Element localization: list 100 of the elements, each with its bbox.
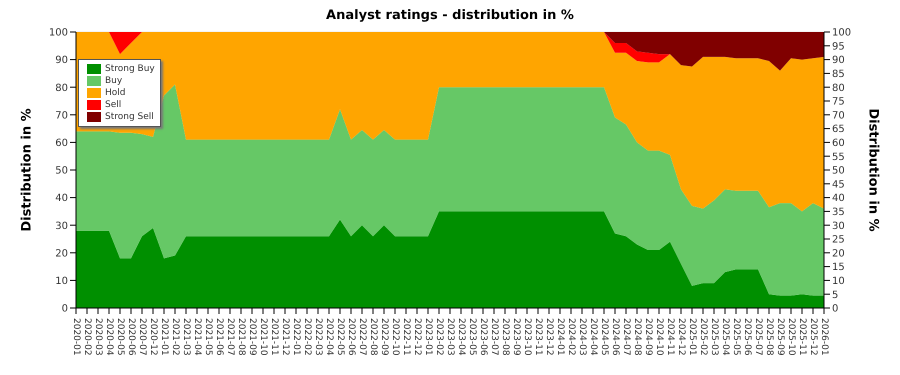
x-tick-label: 2023-05: [467, 318, 477, 356]
x-tick-label: 2021-12: [280, 318, 290, 356]
y2-tick-label: 85: [832, 68, 845, 80]
x-tick-label: 2020-05: [115, 318, 125, 356]
x-tick-label: 2025-03: [709, 318, 719, 356]
x-tick-label: 2024-07: [621, 318, 631, 356]
x-tick-label: 2024-04: [588, 318, 598, 356]
x-tick-label: 2023-03: [445, 318, 455, 356]
x-tick-label: 2020-06: [126, 318, 136, 356]
x-tick-label: 2025-07: [753, 318, 763, 356]
x-tick-label: 2024-11: [665, 318, 675, 356]
x-tick-label: 2023-01: [423, 318, 433, 356]
x-tick-label: 2021-08: [236, 318, 246, 356]
y2-tick-label: 40: [832, 193, 845, 204]
x-tick-label: 2021-09: [247, 318, 257, 356]
y-tick-label: 30: [55, 220, 68, 232]
x-tick-label: 2021-07: [225, 318, 235, 356]
x-tick-label: 2023-08: [500, 318, 510, 356]
y-tick-label: 60: [55, 138, 68, 149]
x-tick-label: 2021-06: [214, 318, 224, 356]
x-tick-label: 2022-05: [335, 318, 345, 356]
y2-tick-label: 45: [832, 179, 845, 190]
y-tick-label: 50: [55, 166, 68, 177]
x-tick-label: 2025-12: [808, 318, 818, 356]
x-tick-label: 2021-04: [192, 318, 202, 356]
x-tick-label: 2025-08: [764, 318, 774, 356]
y2-tick-label: 35: [832, 206, 845, 218]
y2-tick-label: 55: [832, 152, 845, 163]
legend-label: Buy: [105, 75, 122, 87]
x-tick-label: 2021-05: [203, 318, 213, 356]
y2-tick-label: 100: [832, 28, 852, 39]
y2-tick-label: 5: [832, 290, 838, 301]
x-tick-label: 2022-04: [324, 318, 334, 356]
y-tick-label: 70: [55, 110, 68, 122]
x-tick-label: 2024-08: [632, 318, 642, 356]
y2-tick-label: 30: [832, 220, 845, 232]
x-tick-label: 2024-02: [566, 318, 576, 356]
y2-tick-label: 15: [832, 262, 845, 274]
y-tick-label: 20: [55, 248, 68, 260]
y2-tick-label: 80: [832, 82, 845, 94]
y2-tick-label: 90: [832, 55, 845, 66]
x-tick-label: 2024-03: [577, 318, 587, 356]
x-tick-label: 2024-05: [599, 318, 609, 356]
x-tick-label: 2023-02: [434, 318, 444, 356]
y-tick-label: 80: [55, 82, 68, 94]
x-tick-label: 2022-09: [379, 318, 389, 356]
y2-tick-label: 25: [832, 234, 845, 246]
x-tick-label: 2022-01: [291, 318, 301, 356]
x-tick-label: 2024-09: [643, 318, 653, 356]
legend-label: Strong Buy: [105, 63, 155, 75]
x-tick-label: 2022-11: [401, 318, 411, 356]
y2-axis-title: Distribution in %: [865, 108, 880, 232]
x-tick-label: 2020-07: [137, 318, 147, 356]
x-tick-label: 2021-02: [170, 318, 180, 356]
x-tick-label: 2023-07: [489, 318, 499, 356]
series-label: Hold: [105, 87, 126, 99]
x-tick-label: 2020-12: [148, 318, 158, 356]
y-tick-label: 0: [62, 304, 68, 315]
series-label: Sell: [105, 99, 122, 111]
x-tick-label: 2020-03: [93, 318, 103, 356]
y2-tick-label: 70: [832, 110, 845, 122]
y2-tick-label: 60: [832, 138, 845, 149]
x-tick-label: 2023-11: [533, 318, 543, 356]
x-tick-label: 2022-02: [302, 318, 312, 356]
x-tick-label: 2025-05: [731, 318, 741, 356]
y-tick-label: 100: [48, 28, 68, 39]
y2-tick-label: 20: [832, 248, 845, 260]
x-tick-label: 2025-11: [797, 318, 807, 356]
x-tick-label: 2024-06: [610, 318, 620, 356]
x-tick-label: 2022-03: [313, 318, 323, 356]
x-tick-label: 2023-10: [522, 318, 532, 356]
x-tick-label: 2025-04: [720, 318, 730, 356]
x-tick-label: 2024-10: [654, 318, 664, 356]
legend-label: Strong Sell: [105, 111, 154, 123]
x-tick-label: 2025-06: [742, 318, 752, 356]
y-tick-label: 10: [55, 276, 68, 287]
x-tick-label: 2022-06: [346, 318, 356, 356]
y2-tick-label: 75: [832, 96, 845, 108]
y-axis-title: Distribution in %: [20, 108, 35, 232]
y-tick-label: 90: [55, 55, 68, 66]
x-tick-label: 2020-04: [104, 318, 114, 356]
x-tick-label: 2025-10: [786, 318, 796, 356]
x-tick-label: 2022-08: [368, 318, 378, 356]
x-tick-label: 2022-07: [357, 318, 367, 356]
x-tick-label: 2026-01: [819, 318, 829, 356]
x-tick-label: 2025-01: [687, 318, 697, 356]
x-tick-label: 2022-12: [412, 318, 422, 356]
x-tick-label: 2020-02: [82, 318, 92, 356]
x-tick-label: 2023-09: [511, 318, 521, 356]
x-tick-label: 2023-06: [478, 318, 488, 356]
x-tick-label: 2024-12: [676, 318, 686, 356]
y-tick-label: 40: [55, 193, 68, 204]
x-tick-label: 2020-01: [71, 318, 81, 356]
y2-tick-label: 65: [832, 124, 845, 136]
x-tick-label: 2022-10: [390, 318, 400, 356]
x-tick-label: 2021-10: [258, 318, 268, 356]
x-tick-label: 2021-11: [269, 318, 279, 356]
x-tick-label: 2021-03: [181, 318, 191, 356]
x-tick-label: 2025-09: [775, 318, 785, 356]
x-tick-label: 2023-04: [456, 318, 466, 356]
